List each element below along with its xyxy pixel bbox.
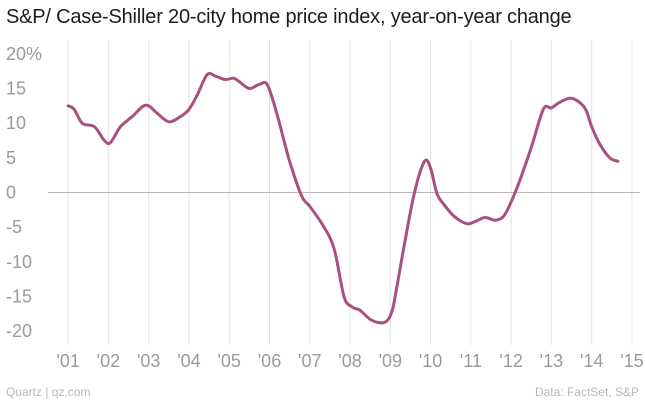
x-tick-label: '02: [97, 351, 120, 371]
x-tick-label: '15: [620, 351, 643, 371]
series-layer: [66, 71, 620, 325]
footer-credit: Quartz | qz.com: [6, 385, 91, 399]
y-tick-label: 0: [6, 183, 16, 203]
x-tick-label: '01: [56, 351, 79, 371]
x-tick-label: '06: [258, 351, 281, 371]
y-tick-label: -15: [6, 286, 32, 306]
x-tick-label: '13: [540, 351, 563, 371]
x-tick-label: '11: [460, 351, 482, 371]
x-tick-label: '10: [419, 351, 442, 371]
x-tick-label: '14: [580, 351, 603, 371]
grid-lines: [48, 40, 640, 345]
x-tick-label: '05: [217, 351, 240, 371]
footer-source: Data: FactSet, S&P: [534, 385, 639, 399]
y-tick-label: 10: [6, 113, 26, 133]
series-line: [66, 71, 620, 325]
x-tick-label: '09: [379, 351, 402, 371]
x-tick-label: '07: [298, 351, 321, 371]
x-tick-label: '12: [499, 351, 522, 371]
y-tick-label: -5: [6, 217, 22, 237]
y-tick-label: 15: [6, 79, 26, 99]
y-tick-label: -10: [6, 252, 32, 272]
page-title: S&P/ Case-Shiller 20-city home price ind…: [6, 6, 572, 28]
x-axis-ticks: '01 '02 '03 '04 '05 '06 '07 '08 '09 '10 '11 '12 '13 '…: [56, 351, 643, 371]
y-axis-ticks: 20% 15 10 5 0 -5 -10 -15 -20: [6, 44, 42, 341]
x-tick-label: '03: [137, 351, 160, 371]
y-tick-label: -20: [6, 321, 32, 341]
y-tick-label: 5: [6, 148, 16, 168]
x-tick-label: '08: [338, 351, 361, 371]
x-tick-label: '04: [177, 351, 200, 371]
y-tick-label: 20%: [6, 44, 42, 64]
